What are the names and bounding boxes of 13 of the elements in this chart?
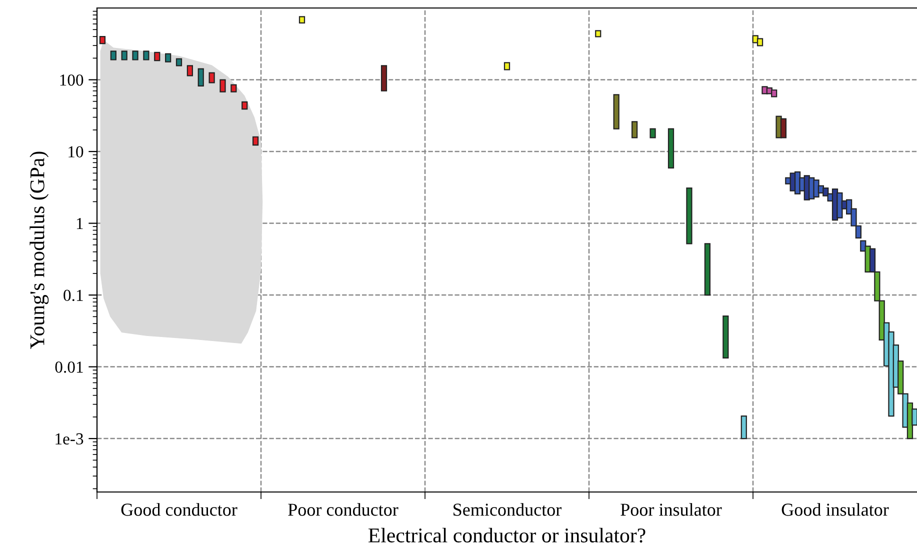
x-tick-label: Poor insulator	[620, 503, 722, 516]
x-tick-label: Good conductor	[121, 503, 238, 516]
x-axis-title: Electrical conductor or insulator?	[368, 528, 646, 543]
y-tick-label: 0.1	[64, 290, 83, 302]
x-tick-label: Semiconductor	[454, 503, 562, 516]
y-tick-label: 1e-3	[56, 433, 84, 445]
x-tick-label: Poor conductor	[288, 503, 398, 516]
y-tick-label: 10	[68, 146, 84, 158]
y-tick-label: 0.01	[55, 362, 83, 373]
y-tick-label: 1	[76, 218, 83, 230]
y-axis-title: Young's modulus (GPa)	[30, 152, 49, 349]
x-tick-label: Good insulator	[782, 503, 889, 516]
y-tick-label: 100	[60, 74, 84, 86]
